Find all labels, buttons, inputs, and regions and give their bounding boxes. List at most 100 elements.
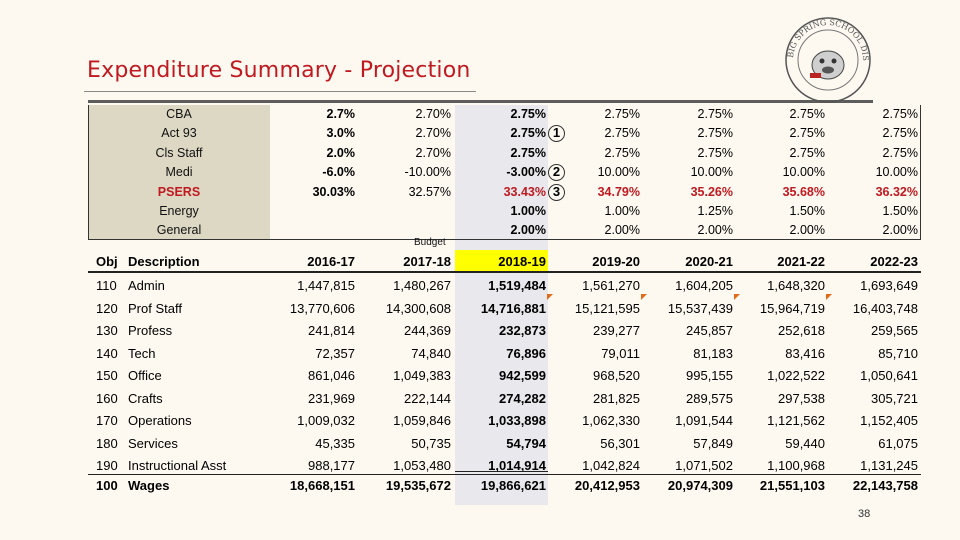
assumption-value: 2.0% <box>326 146 356 160</box>
header-year: 2017-18 <box>403 254 451 269</box>
obj-code: 170 <box>96 413 118 428</box>
assumption-label-bg <box>88 105 270 240</box>
cell: 244,369 <box>404 323 451 338</box>
total-rule <box>88 474 921 475</box>
comment-marker-icon[interactable] <box>734 294 740 300</box>
district-logo: BIG SPRING SCHOOL DISTRICT <box>783 15 871 103</box>
cell: 1,053,480 <box>393 458 451 473</box>
header-year: 2022-23 <box>870 254 918 269</box>
cell: 59,440 <box>785 436 825 451</box>
assumption-value: 2.75% <box>604 146 640 160</box>
assumption-label: General <box>156 223 202 237</box>
assumption-value: 34.79% <box>597 185 640 199</box>
cell: 1,009,032 <box>297 413 355 428</box>
callout-2: 2 <box>548 164 565 181</box>
cell: 20,412,953 <box>574 478 640 493</box>
assumption-label: Medi <box>165 165 193 179</box>
subtotal-rule <box>455 471 548 472</box>
comment-marker-icon[interactable] <box>547 294 553 300</box>
highlight-budget-year <box>455 250 548 272</box>
cell: 1,131,245 <box>860 458 918 473</box>
cell: 1,062,330 <box>582 413 640 428</box>
obj-code: 130 <box>96 323 118 338</box>
comment-marker-icon[interactable] <box>826 294 832 300</box>
table-row: 190 Instructional Asst 988,177 1,053,480… <box>88 458 921 478</box>
cell: 16,403,748 <box>852 301 918 316</box>
cell: 18,668,151 <box>289 478 355 493</box>
assumption-value: 2.75% <box>697 146 733 160</box>
header-description: Description <box>128 254 200 269</box>
obj-code: 110 <box>96 278 117 293</box>
cell: 15,964,719 <box>759 301 825 316</box>
cell: 1,033,898 <box>488 413 546 428</box>
cell: 995,155 <box>686 368 733 383</box>
assumption-row-psers: PSERS 30.03% 32.57% 33.43% 34.79% 35.26%… <box>88 185 921 204</box>
cell: 1,071,502 <box>675 458 733 473</box>
row-description: Prof Staff <box>128 301 182 316</box>
assumption-value: 2.75% <box>789 107 825 121</box>
assumption-row-general: General 2.00% 2.00% 2.00% 2.00% 2.00% <box>88 223 921 242</box>
total-row: 100 Wages 18,668,151 19,535,672 19,866,6… <box>88 478 921 498</box>
obj-code: 160 <box>96 391 118 406</box>
assumption-value: -6.0% <box>322 165 355 179</box>
cell: 1,519,484 <box>488 278 546 293</box>
row-description: Crafts <box>128 391 163 406</box>
row-description: Services <box>128 436 178 451</box>
assumption-value: 2.75% <box>510 126 546 140</box>
table-row: 120 Prof Staff 13,770,606 14,300,608 14,… <box>88 301 921 321</box>
row-description: Admin <box>128 278 165 293</box>
table-row: 110 Admin 1,447,815 1,480,267 1,519,484 … <box>88 278 921 298</box>
assumption-value: 2.70% <box>415 107 451 121</box>
obj-code: 100 <box>96 478 118 493</box>
cell: 1,042,824 <box>582 458 640 473</box>
cell: 232,873 <box>499 323 546 338</box>
cell: 79,011 <box>601 346 640 361</box>
assumption-value: 30.03% <box>312 185 355 199</box>
cell: 76,896 <box>506 346 546 361</box>
row-description: Wages <box>128 478 170 493</box>
cell: 61,075 <box>878 436 918 451</box>
assumption-value: 2.75% <box>604 107 640 121</box>
assumption-value: 2.00% <box>510 223 546 237</box>
assumption-value: 2.00% <box>604 223 640 237</box>
cell: 20,974,309 <box>667 478 733 493</box>
assumption-value: -10.00% <box>404 165 451 179</box>
cell: 14,716,881 <box>480 301 546 316</box>
cell: 988,177 <box>308 458 355 473</box>
cell: 252,618 <box>778 323 825 338</box>
cell: 15,537,439 <box>667 301 733 316</box>
assumption-value: 36.32% <box>875 185 918 199</box>
assumption-label: CBA <box>166 107 192 121</box>
cell: 72,357 <box>315 346 355 361</box>
cell: 1,049,383 <box>393 368 451 383</box>
assumption-value: 10.00% <box>690 165 733 179</box>
assumption-value: 3.0% <box>326 126 356 140</box>
assumption-value: 2.75% <box>882 107 918 121</box>
cell: 239,277 <box>593 323 640 338</box>
cell: 222,144 <box>404 391 451 406</box>
cell: 15,121,595 <box>574 301 640 316</box>
comment-marker-icon[interactable] <box>641 294 647 300</box>
cell: 231,969 <box>308 391 355 406</box>
cell: 1,091,544 <box>675 413 733 428</box>
header-year: 2016-17 <box>307 254 355 269</box>
obj-code: 180 <box>96 436 118 451</box>
assumption-table-frame <box>88 105 921 240</box>
header-year: 2020-21 <box>685 254 733 269</box>
cell: 22,143,758 <box>852 478 918 493</box>
obj-code: 120 <box>96 301 118 316</box>
assumption-value: 2.75% <box>604 126 640 140</box>
assumption-value: 2.00% <box>697 223 733 237</box>
assumption-value: 2.75% <box>789 146 825 160</box>
cell: 1,447,815 <box>297 278 355 293</box>
cell: 259,565 <box>871 323 918 338</box>
cell: 74,840 <box>411 346 451 361</box>
cell: 1,022,522 <box>767 368 825 383</box>
cell: 56,301 <box>600 436 640 451</box>
callout-1: 1 <box>548 125 565 142</box>
cell: 942,599 <box>499 368 546 383</box>
assumption-value: 2.70% <box>415 126 451 140</box>
assumption-value: -3.00% <box>506 165 546 179</box>
cell: 45,335 <box>315 436 355 451</box>
row-description: Office <box>128 368 162 383</box>
